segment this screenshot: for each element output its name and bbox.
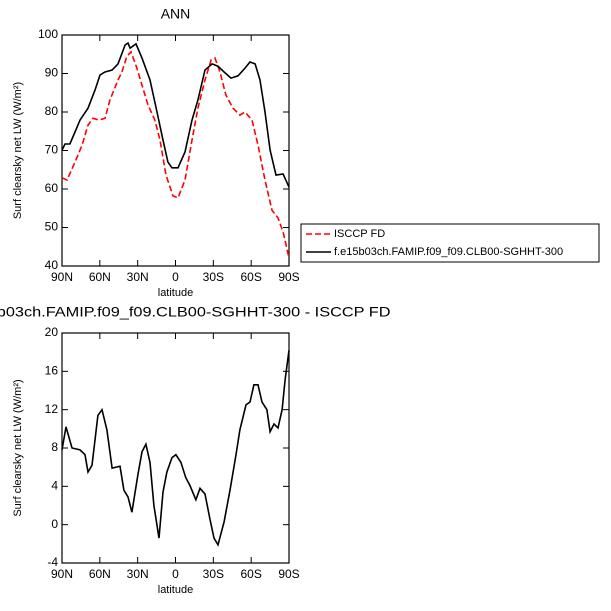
x-tick-label: 60S bbox=[240, 270, 261, 284]
y-tick-label: 40 bbox=[45, 258, 59, 272]
plot-frame bbox=[61, 332, 290, 564]
y-tick-label: 16 bbox=[45, 364, 59, 378]
data-line bbox=[61, 41, 290, 188]
y-tick-label: 4 bbox=[51, 479, 58, 493]
x-tick-label: 0 bbox=[172, 567, 179, 581]
chart-title: ANN bbox=[161, 6, 191, 22]
x-tick-label: 0 bbox=[172, 270, 179, 284]
y-tick-label: 8 bbox=[51, 440, 58, 454]
x-tick-label: 60N bbox=[89, 567, 111, 581]
y-tick-label: 70 bbox=[45, 143, 59, 157]
x-tick-label: 90S bbox=[278, 270, 299, 284]
y-axis-label: Surf clearsky net LW (W/m²) bbox=[12, 82, 24, 219]
x-tick-label: 30S bbox=[203, 270, 224, 284]
plot-frame bbox=[61, 34, 290, 267]
y-tick-label: 100 bbox=[38, 27, 58, 41]
legend-box bbox=[300, 223, 600, 263]
legend-label: f.e15b03ch.FAMIP.f09_f09.CLB00-SGHHT-300 bbox=[334, 246, 563, 258]
x-tick-label: 90N bbox=[51, 567, 73, 581]
y-tick-label: 0 bbox=[51, 517, 58, 531]
y-tick-label: 12 bbox=[45, 402, 59, 416]
chart-title: f.e15b03ch.FAMIP.f09_f09.CLB00-SGHHT-300… bbox=[0, 304, 391, 320]
y-tick-label: 80 bbox=[45, 104, 59, 118]
x-tick-label: 60S bbox=[240, 567, 261, 581]
y-tick-label: 20 bbox=[45, 325, 59, 339]
legend-label: ISCCP FD bbox=[334, 228, 385, 240]
data-line bbox=[61, 50, 290, 259]
data-line bbox=[61, 350, 290, 547]
x-tick-label: 90S bbox=[278, 567, 299, 581]
x-axis-label: latitude bbox=[158, 287, 193, 299]
x-tick-label: 90N bbox=[51, 270, 73, 284]
y-axis-label: Surf clearsky net LW (W/m²) bbox=[12, 379, 24, 516]
x-axis-label: latitude bbox=[158, 584, 193, 596]
x-tick-label: 30N bbox=[127, 567, 149, 581]
x-tick-label: 30N bbox=[127, 270, 149, 284]
y-tick-label: 60 bbox=[45, 181, 59, 195]
y-tick-label: 50 bbox=[45, 220, 59, 234]
x-tick-label: 60N bbox=[89, 270, 111, 284]
y-tick-label: 90 bbox=[45, 66, 59, 80]
y-tick-label: -4 bbox=[47, 555, 58, 569]
x-tick-label: 30S bbox=[203, 567, 224, 581]
